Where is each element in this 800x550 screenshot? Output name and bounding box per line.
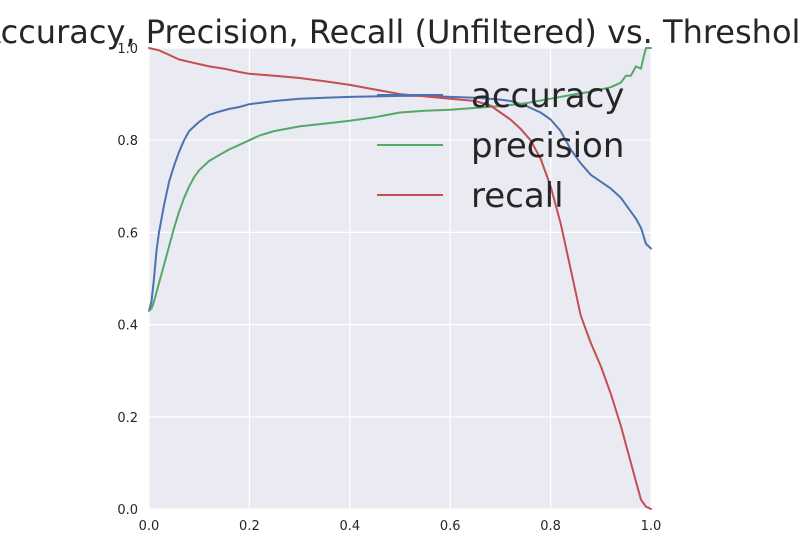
series-line-recall <box>148 47 652 510</box>
legend-label-accuracy: accuracy <box>471 76 624 116</box>
legend-label-precision: precision <box>471 126 624 166</box>
series-lines <box>148 47 652 510</box>
y-tick-label: 0.4 <box>117 319 138 334</box>
x-tick-label: 0.8 <box>540 519 561 534</box>
grid-lines <box>148 47 652 510</box>
x-tick-label: 0.4 <box>339 519 360 534</box>
x-tick-label: 1.0 <box>641 519 662 534</box>
y-tick-label: 0.6 <box>117 226 138 241</box>
series-line-precision <box>148 47 652 312</box>
plot-area <box>149 48 651 509</box>
x-tick-label: 0.6 <box>440 519 461 534</box>
y-tick-label: 0.8 <box>117 134 138 149</box>
y-tick-labels: 0.0 0.2 0.4 0.6 0.8 1.0 <box>117 42 138 518</box>
x-tick-label: 0.0 <box>139 519 160 534</box>
series-line-accuracy <box>148 94 652 312</box>
legend: accuracy precision recall <box>377 76 624 216</box>
y-tick-label: 0.2 <box>117 411 138 426</box>
chart-title: Accuracy, Precision, Recall (Unfiltered)… <box>0 13 800 51</box>
y-tick-label: 0.0 <box>117 503 138 518</box>
y-tick-label: 1.0 <box>117 42 138 57</box>
legend-label-recall: recall <box>471 176 564 216</box>
x-tick-label: 0.2 <box>239 519 260 534</box>
x-tick-labels: 0.0 0.2 0.4 0.6 0.8 1.0 <box>139 519 662 534</box>
